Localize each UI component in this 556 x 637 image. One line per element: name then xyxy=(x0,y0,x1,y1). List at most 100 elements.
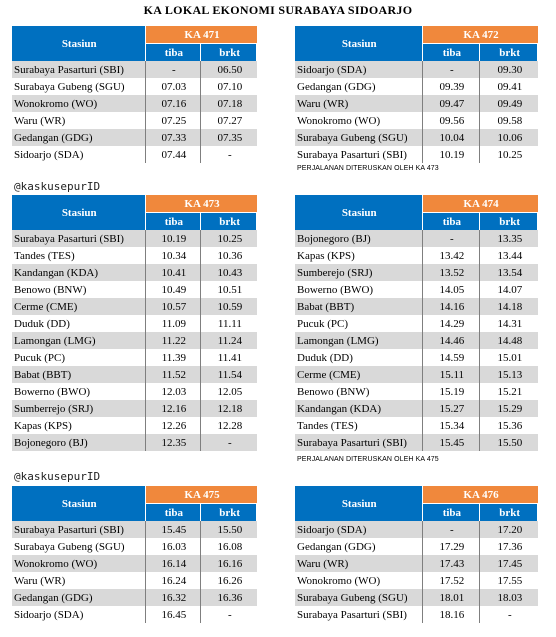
arrival-time: 12.35 xyxy=(145,434,202,451)
table-row: Bojonegoro (BJ) 12.35- xyxy=(12,434,257,451)
table-row: Sidoarjo (SDA) 07.44- xyxy=(12,146,257,163)
departure-time: 10.36 xyxy=(200,247,257,264)
departure-time: 12.28 xyxy=(200,417,257,434)
departure-time: 09.49 xyxy=(479,95,538,112)
arrival-column-header: tiba xyxy=(422,212,481,230)
departure-time: - xyxy=(200,606,257,623)
station-name: Wonokromo (WO) xyxy=(295,112,423,129)
header-row: Stasiun KA 474 xyxy=(295,195,538,230)
table-row: Kandangan (KDA) 15.27 15.29 xyxy=(295,400,538,417)
departure-time: 09.30 xyxy=(479,61,538,78)
station-name: Surabaya Pasarturi (SBI) xyxy=(12,521,146,538)
subheader-row: tiba brkt xyxy=(295,212,538,230)
departure-time: 13.35 xyxy=(479,230,538,247)
station-name: Waru (WR) xyxy=(12,572,146,589)
arrival-time: 07.25 xyxy=(145,112,202,129)
station-name: Surabaya Gubeng (SGU) xyxy=(295,589,423,606)
station-name: Surabaya Pasarturi (SBI) xyxy=(295,146,423,163)
departure-time: 10.59 xyxy=(200,298,257,315)
table-row: Surabaya Pasarturi (SBI) 18.16- xyxy=(295,606,538,623)
table-row: Waru (WR) 09.47 09.49 xyxy=(295,95,538,112)
watermark-text: @kaskusepurID xyxy=(14,180,101,193)
station-name: Sumberrejo (SRJ) xyxy=(12,400,146,417)
table-row: Sidoarjo (SDA) -17.20 xyxy=(295,521,538,538)
station-name: Waru (WR) xyxy=(295,555,423,572)
schedule-table-ka-473: Stasiun KA 473 tiba brkt Surabaya Pasarturi … xyxy=(12,195,257,451)
arrival-column-header: tiba xyxy=(145,212,202,230)
departure-time: 17.36 xyxy=(479,538,538,555)
table-row: Wonokromo (WO) 09.56 09.58 xyxy=(295,112,538,129)
station-name: Surabaya Gubeng (SGU) xyxy=(12,78,146,95)
station-name: Surabaya Pasarturi (SBI) xyxy=(12,230,146,247)
arrival-time: 18.16 xyxy=(422,606,481,623)
departure-time: 16.26 xyxy=(200,572,257,589)
departure-column-header: brkt xyxy=(479,212,538,230)
subheader-row: tiba brkt xyxy=(12,212,257,230)
train-number-header: KA 471 xyxy=(145,26,257,44)
train-number-header: KA 473 xyxy=(145,195,257,213)
table-row: Surabaya Gubeng (SGU) 18.01 18.03 xyxy=(295,589,538,606)
page-title: KA LOKAL EKONOMI SURABAYA SIDOARJO xyxy=(143,3,413,17)
arrival-time: 11.09 xyxy=(145,315,202,332)
arrival-time: 16.32 xyxy=(145,589,202,606)
table-row: Wonokromo (WO) 07.16 07.18 xyxy=(12,95,257,112)
arrival-time: 07.16 xyxy=(145,95,202,112)
table-row: Bowerno (BWO) 12.03 12.05 xyxy=(12,383,257,400)
arrival-time: 09.56 xyxy=(422,112,481,129)
arrival-time: 10.04 xyxy=(422,129,481,146)
arrival-time: - xyxy=(422,230,481,247)
station-name: Sidoarjo (SDA) xyxy=(12,606,146,623)
arrival-time: 09.47 xyxy=(422,95,481,112)
station-column-header: Stasiun xyxy=(12,26,146,61)
arrival-time: 07.44 xyxy=(145,146,202,163)
header-row: Stasiun KA 473 xyxy=(12,195,257,230)
station-name: Bojonegoro (BJ) xyxy=(295,230,423,247)
arrival-time: 13.42 xyxy=(422,247,481,264)
header-row: Stasiun KA 472 xyxy=(295,26,538,61)
arrival-time: 16.45 xyxy=(145,606,202,623)
arrival-time: 14.46 xyxy=(422,332,481,349)
table-row: Waru (WR) 16.24 16.26 xyxy=(12,572,257,589)
station-name: Kandangan (KDA) xyxy=(295,400,423,417)
arrival-time: 07.03 xyxy=(145,78,202,95)
departure-time: 18.03 xyxy=(479,589,538,606)
arrival-time: 14.05 xyxy=(422,281,481,298)
departure-time: 07.10 xyxy=(200,78,257,95)
arrival-time: 14.16 xyxy=(422,298,481,315)
subheader-row: tiba brkt xyxy=(12,503,257,521)
arrival-time: 13.52 xyxy=(422,264,481,281)
departure-time: 16.36 xyxy=(200,589,257,606)
departure-time: - xyxy=(200,146,257,163)
arrival-time: 15.45 xyxy=(422,434,481,451)
station-column-header: Stasiun xyxy=(12,195,146,230)
departure-time: 06.50 xyxy=(200,61,257,78)
departure-column-header: brkt xyxy=(479,43,538,61)
arrival-time: 11.52 xyxy=(145,366,202,383)
subheader-row: tiba brkt xyxy=(295,503,538,521)
station-column-header: Stasiun xyxy=(295,486,423,521)
station-name: Wonokromo (WO) xyxy=(295,572,423,589)
station-name: Sidoarjo (SDA) xyxy=(12,146,146,163)
departure-time: 13.54 xyxy=(479,264,538,281)
train-number-header: KA 474 xyxy=(422,195,538,213)
table-row: Pucuk (PC) 11.39 11.41 xyxy=(12,349,257,366)
departure-time: 09.41 xyxy=(479,78,538,95)
station-name: Pucuk (PC) xyxy=(295,315,423,332)
table-row: Gedangan (GDG) 16.32 16.36 xyxy=(12,589,257,606)
schedule-table-ka-472: Stasiun KA 472 tiba brkt Sidoarjo (SDA) -09.3… xyxy=(295,26,538,163)
station-name: Bowerno (BWO) xyxy=(12,383,146,400)
departure-time: 15.50 xyxy=(200,521,257,538)
table-row: Wonokromo (WO) 16.14 16.16 xyxy=(12,555,257,572)
table-row: Waru (WR) 17.43 17.45 xyxy=(295,555,538,572)
departure-time: 11.54 xyxy=(200,366,257,383)
departure-time: 10.51 xyxy=(200,281,257,298)
table-row: Wonokromo (WO) 17.52 17.55 xyxy=(295,572,538,589)
arrival-time: 11.22 xyxy=(145,332,202,349)
station-name: Kapas (KPS) xyxy=(295,247,423,264)
table-row: Kapas (KPS) 12.26 12.28 xyxy=(12,417,257,434)
table-row: Gedangan (GDG) 07.33 07.35 xyxy=(12,129,257,146)
station-name: Surabaya Gubeng (SGU) xyxy=(12,538,146,555)
arrival-time: 17.43 xyxy=(422,555,481,572)
arrival-time: 14.29 xyxy=(422,315,481,332)
station-name: Tandes (TES) xyxy=(295,417,423,434)
